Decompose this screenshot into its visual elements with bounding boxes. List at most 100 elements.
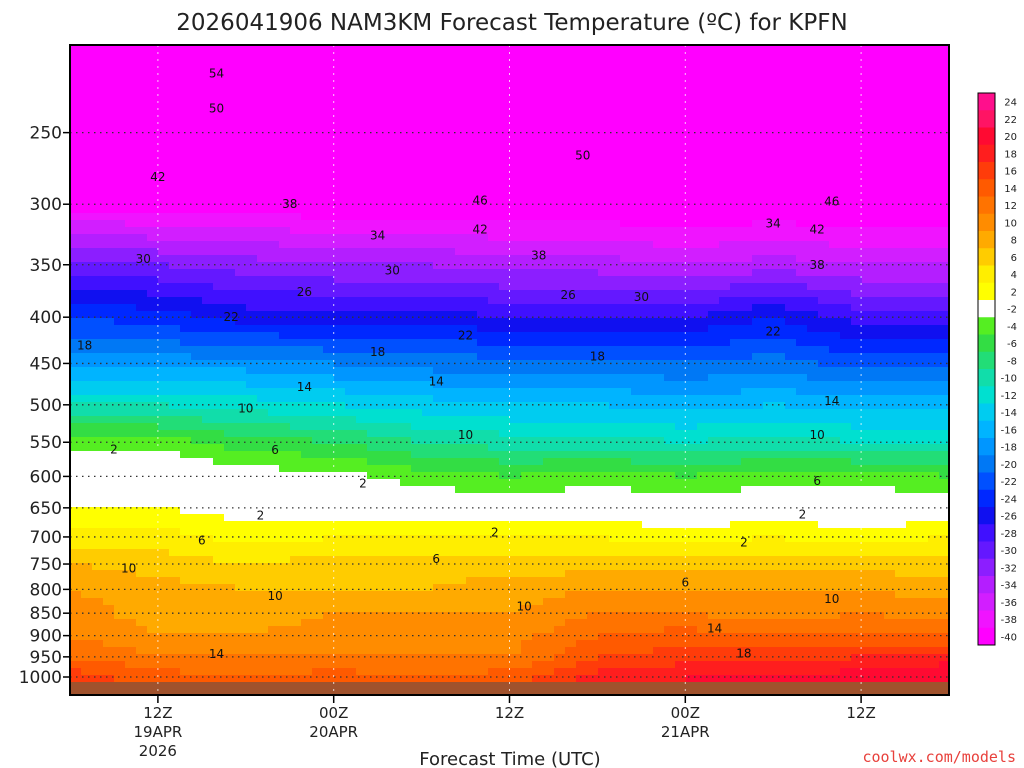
temperature-cell	[444, 45, 456, 53]
temperature-cell	[158, 213, 170, 221]
temperature-cell	[466, 395, 478, 403]
temperature-cell	[576, 213, 588, 221]
temperature-cell	[587, 570, 599, 578]
temperature-cell	[477, 304, 489, 312]
temperature-cell	[268, 185, 280, 193]
temperature-cell	[290, 171, 302, 179]
temperature-cell	[587, 577, 599, 585]
temperature-cell	[191, 444, 203, 452]
temperature-cell	[301, 255, 313, 263]
temperature-cell	[224, 619, 236, 627]
temperature-cell	[598, 633, 610, 641]
temperature-cell	[92, 374, 104, 382]
temperature-cell	[180, 402, 192, 410]
temperature-cell	[521, 556, 533, 564]
temperature-cell	[576, 115, 588, 123]
temperature-cell	[257, 535, 269, 543]
temperature-cell	[180, 598, 192, 606]
temperature-cell	[180, 514, 192, 522]
temperature-cell	[367, 381, 379, 389]
temperature-cell	[609, 479, 621, 487]
temperature-cell	[499, 605, 511, 613]
temperature-cell	[521, 353, 533, 361]
temperature-cell	[554, 87, 566, 95]
temperature-cell	[433, 227, 445, 235]
temperature-cell	[466, 150, 478, 158]
temperature-cell	[510, 451, 522, 459]
temperature-cell	[345, 59, 357, 67]
temperature-cell	[455, 52, 467, 60]
temperature-cell	[114, 262, 126, 270]
temperature-cell	[411, 584, 423, 592]
temperature-cell	[598, 115, 610, 123]
temperature-cell	[411, 185, 423, 193]
temperature-cell	[554, 591, 566, 599]
temperature-cell	[92, 661, 104, 669]
temperature-cell	[609, 402, 621, 410]
temperature-cell	[576, 353, 588, 361]
temperature-cell	[180, 472, 192, 480]
temperature-cell	[554, 346, 566, 354]
temperature-cell	[532, 402, 544, 410]
temperature-cell	[301, 87, 313, 95]
temperature-cell	[81, 101, 93, 109]
temperature-cell	[378, 143, 390, 151]
temperature-cell	[565, 409, 577, 417]
temperature-cell	[422, 612, 434, 620]
temperature-cell	[356, 122, 368, 130]
temperature-cell	[224, 563, 236, 571]
temperature-cell	[279, 269, 291, 277]
temperature-cell	[334, 528, 346, 536]
temperature-cell	[323, 507, 335, 515]
temperature-cell	[477, 430, 489, 438]
temperature-cell	[488, 164, 500, 172]
temperature-cell	[433, 150, 445, 158]
temperature-cell	[158, 290, 170, 298]
temperature-cell	[587, 549, 599, 557]
temperature-cell	[488, 325, 500, 333]
temperature-cell	[114, 150, 126, 158]
temperature-cell	[631, 171, 643, 179]
temperature-cell	[521, 262, 533, 270]
temperature-cell	[664, 297, 676, 305]
temperature-cell	[312, 626, 324, 634]
temperature-cell	[488, 129, 500, 137]
temperature-cell	[598, 675, 610, 683]
temperature-cell	[521, 584, 533, 592]
temperature-cell	[631, 73, 643, 81]
temperature-cell	[114, 136, 126, 144]
temperature-cell	[543, 262, 555, 270]
temperature-cell	[510, 388, 522, 396]
temperature-cell	[521, 248, 533, 256]
temperature-cell	[532, 129, 544, 137]
temperature-cell	[543, 654, 555, 662]
temperature-cell	[279, 402, 291, 410]
temperature-cell	[389, 605, 401, 613]
temperature-cell	[103, 220, 115, 228]
temperature-cell	[301, 619, 313, 627]
temperature-cell	[81, 402, 93, 410]
temperature-cell	[389, 577, 401, 585]
temperature-cell	[499, 297, 511, 305]
temperature-cell	[301, 332, 313, 340]
temperature-cell	[576, 458, 588, 466]
temperature-cell	[488, 262, 500, 270]
temperature-cell	[422, 297, 434, 305]
temperature-cell	[246, 255, 258, 263]
temperature-cell	[642, 234, 654, 242]
temperature-cell	[367, 332, 379, 340]
temperature-cell	[532, 136, 544, 144]
temperature-cell	[147, 136, 159, 144]
temperature-cell	[598, 549, 610, 557]
temperature-cell	[389, 367, 401, 375]
temperature-cell	[202, 374, 214, 382]
temperature-cell	[653, 556, 665, 564]
temperature-cell	[477, 206, 489, 214]
temperature-cell	[268, 178, 280, 186]
temperature-cell	[103, 486, 115, 494]
temperature-cell	[367, 395, 379, 403]
temperature-cell	[510, 472, 522, 480]
temperature-cell	[323, 115, 335, 123]
temperature-cell	[356, 73, 368, 81]
temperature-cell	[367, 661, 379, 669]
